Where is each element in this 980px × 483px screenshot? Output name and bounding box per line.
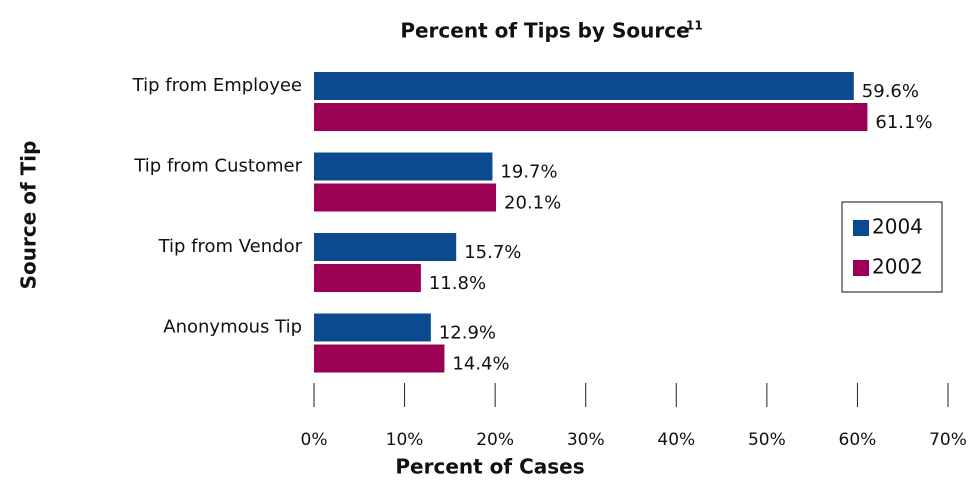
y-tick-label: Tip from Customer <box>133 156 302 177</box>
bar <box>314 264 421 292</box>
legend-swatch <box>853 260 869 276</box>
legend-swatch <box>853 220 869 236</box>
legend-box <box>841 201 943 293</box>
x-tick-label: 10% <box>386 430 424 450</box>
value-label: 11.8% <box>429 273 486 294</box>
legend-label: 2004 <box>872 215 923 239</box>
x-tick-label: 40% <box>657 430 695 450</box>
bar <box>314 233 457 261</box>
value-label: 20.1% <box>504 193 561 214</box>
y-axis-label: Source of Tip <box>17 141 41 290</box>
y-tick-label: Anonymous Tip <box>163 317 302 338</box>
value-label: 19.7% <box>500 162 557 183</box>
value-label: 14.4% <box>452 354 509 375</box>
x-tick-label: 50% <box>748 430 786 450</box>
chart-title: Percent of Tips by Source <box>400 19 689 43</box>
y-tick-label: Tip from Vendor <box>158 236 303 257</box>
value-label: 15.7% <box>464 242 521 263</box>
value-label: 59.6% <box>862 81 919 102</box>
bar <box>314 72 854 100</box>
legend-label: 2002 <box>872 255 923 279</box>
bar <box>314 344 445 373</box>
bar <box>314 103 868 131</box>
bar <box>314 313 431 342</box>
title-footnote: 11 <box>686 19 703 33</box>
x-tick-label: 0% <box>301 430 328 450</box>
x-tick-label: 60% <box>839 430 877 450</box>
x-tick-label: 70% <box>929 430 967 450</box>
y-tick-label: Tip from Employee <box>132 75 302 96</box>
value-label: 61.1% <box>875 112 932 133</box>
bar <box>314 183 497 212</box>
x-tick-label: 30% <box>567 430 605 450</box>
x-axis-label: Percent of Cases <box>395 455 584 479</box>
x-tick-label: 20% <box>476 430 514 450</box>
value-label: 12.9% <box>439 323 496 344</box>
bar <box>314 152 493 181</box>
